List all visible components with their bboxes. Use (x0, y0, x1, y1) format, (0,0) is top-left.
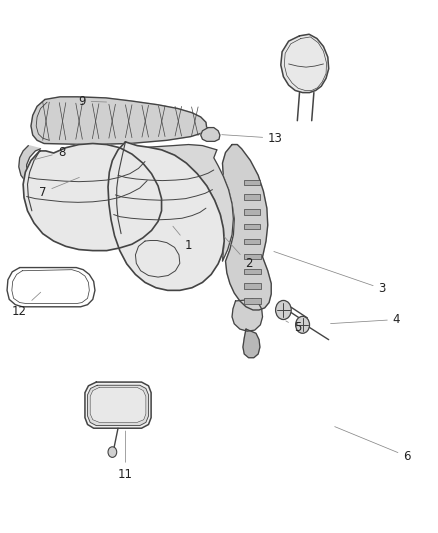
Bar (244, 284, 261, 289)
Bar (244, 298, 261, 304)
Polygon shape (108, 142, 224, 290)
Circle shape (108, 447, 117, 457)
Text: 11: 11 (118, 431, 133, 481)
Bar (244, 180, 260, 185)
Bar (244, 195, 260, 200)
Polygon shape (232, 300, 262, 331)
Text: 1: 1 (173, 226, 192, 252)
Circle shape (276, 301, 291, 319)
Polygon shape (19, 146, 41, 190)
Text: 8: 8 (34, 146, 65, 160)
Text: 12: 12 (12, 292, 41, 318)
Circle shape (296, 317, 310, 333)
Polygon shape (281, 34, 328, 93)
Polygon shape (223, 144, 271, 310)
Polygon shape (23, 143, 162, 251)
Text: 5: 5 (286, 321, 301, 334)
Bar (244, 224, 260, 229)
Polygon shape (31, 97, 207, 144)
Text: 3: 3 (274, 252, 386, 295)
Polygon shape (148, 144, 233, 261)
Bar (244, 209, 260, 215)
Text: 4: 4 (331, 313, 400, 326)
Polygon shape (85, 382, 151, 428)
Text: 2: 2 (224, 237, 252, 270)
Bar (244, 269, 261, 274)
Text: 7: 7 (39, 177, 79, 199)
Polygon shape (201, 127, 220, 141)
Polygon shape (88, 385, 148, 425)
Text: 6: 6 (335, 426, 411, 463)
Bar (244, 239, 261, 244)
Polygon shape (243, 329, 260, 358)
Text: 9: 9 (78, 94, 106, 108)
Bar (244, 254, 261, 259)
Polygon shape (90, 387, 146, 422)
Text: 13: 13 (222, 132, 283, 144)
